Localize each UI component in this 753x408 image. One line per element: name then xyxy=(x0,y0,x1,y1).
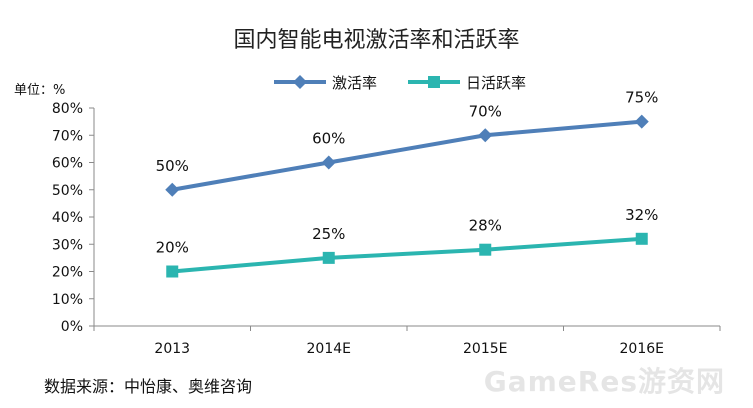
series-line-0 xyxy=(171,119,642,192)
legend-label-activation: 激活率 xyxy=(332,74,378,92)
legend-marker-activation xyxy=(293,75,307,89)
data-point-0 xyxy=(634,114,649,129)
source-note: 数据来源：中怡康、奥维咨询 xyxy=(44,377,253,396)
data-point-1 xyxy=(166,265,179,278)
x-tick-label: 2013 xyxy=(154,341,190,357)
data-label-1: 28% xyxy=(469,217,502,235)
y-tick-label: 60% xyxy=(52,156,83,172)
y-tick-label: 0% xyxy=(61,319,83,335)
watermark-logo: GameRes游资网 xyxy=(483,365,725,398)
y-tick-label: 30% xyxy=(52,237,83,253)
y-tick-label: 80% xyxy=(52,101,83,117)
x-tick-label: 2015E xyxy=(463,341,507,357)
legend-label-daily-active: 日活跃率 xyxy=(466,74,527,92)
data-point-1 xyxy=(635,232,648,245)
y-tick-label: 50% xyxy=(52,183,83,199)
unit-label: 单位：% xyxy=(14,83,66,98)
legend-swatch-daily-active xyxy=(408,76,460,88)
data-label-1: 32% xyxy=(625,206,658,224)
data-label-0: 75% xyxy=(625,89,658,107)
data-point-0 xyxy=(165,182,180,197)
legend-marker-daily-active xyxy=(428,76,440,88)
data-point-0 xyxy=(321,155,336,170)
data-label-0: 60% xyxy=(312,130,345,148)
y-tick-label: 70% xyxy=(52,128,83,144)
legend-swatch-activation xyxy=(274,75,326,89)
series-line-1 xyxy=(172,236,642,274)
data-label-0: 50% xyxy=(156,157,189,175)
x-tick-label: 2014E xyxy=(307,341,351,357)
data-point-1 xyxy=(322,251,335,264)
y-tick-label: 10% xyxy=(52,292,83,308)
y-tick-label: 20% xyxy=(52,265,83,281)
data-point-0 xyxy=(478,128,493,143)
data-label-1: 20% xyxy=(156,239,189,257)
x-tick-label: 2016E xyxy=(620,341,664,357)
data-point-1 xyxy=(479,243,492,256)
data-label-1: 25% xyxy=(312,225,345,243)
y-tick-label: 40% xyxy=(52,210,83,226)
data-label-0: 70% xyxy=(469,102,502,120)
chart-title: 国内智能电视激活率和活跃率 xyxy=(233,28,520,53)
